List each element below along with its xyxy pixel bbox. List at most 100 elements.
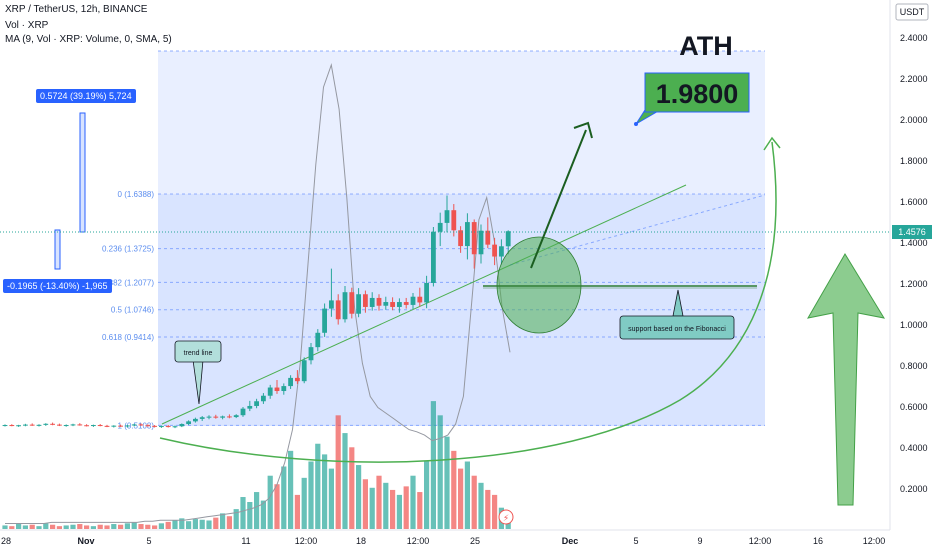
volume-bar (444, 436, 450, 529)
time-tick-label: 12:00 (407, 536, 430, 546)
candle-body (417, 296, 423, 303)
volume-bar (294, 494, 300, 529)
candle-body (349, 292, 355, 314)
volume-bar (138, 524, 144, 529)
candle-body (138, 424, 144, 426)
candle-body (240, 408, 246, 416)
candle-body (186, 421, 191, 425)
volume-bar (301, 477, 307, 529)
fib-level-label: 0.5 (1.0746) (111, 306, 154, 315)
fib-level-label: 1 (0.5103) (118, 421, 155, 430)
header-volume: Vol · XRP (5, 20, 49, 31)
volume-bar (90, 526, 96, 529)
support-callout-box (619, 315, 735, 340)
candle-body (84, 425, 89, 427)
candle-body (247, 405, 253, 409)
candle-body (91, 425, 96, 427)
volume-bar (111, 524, 117, 529)
candle-body (233, 415, 239, 418)
price-tick-label: 1.8000 (900, 156, 928, 166)
time-tick-label: Dec (562, 536, 579, 546)
volume-bar (451, 450, 457, 529)
volume-bar (322, 454, 328, 529)
volume-series (2, 401, 511, 529)
flash-icon[interactable] (498, 509, 514, 525)
candle-body (335, 300, 341, 320)
volume-bar (471, 475, 477, 529)
time-tick-label: 28 (1, 536, 11, 546)
candle-body (499, 246, 504, 257)
volume-bar (131, 522, 137, 529)
candle-body (104, 425, 110, 427)
volume-bar (430, 401, 436, 529)
volume-bar (328, 468, 334, 529)
volume-ma-line (5, 63, 511, 524)
volume-bar (376, 475, 382, 529)
support-label: support based on the Fibonacci (628, 326, 726, 333)
candle-body (397, 302, 402, 307)
volume-bar (281, 466, 287, 529)
candle-body (9, 425, 15, 427)
candle-body (254, 401, 259, 406)
candle-body (478, 230, 484, 255)
candle-body (369, 297, 375, 307)
price-tick-label: 1.4000 (900, 238, 928, 248)
measure-down-label: -0.1965 (-13.40%) -1,965 (3, 279, 112, 293)
volume-bar (396, 494, 402, 529)
fib-level-label: 0.382 (1.2077) (102, 278, 154, 287)
candle-body (451, 210, 457, 231)
price-tick-label: 0.8000 (900, 361, 928, 371)
candle-body (465, 222, 470, 247)
ath-arrow-line (530, 129, 587, 269)
candle-body (431, 231, 436, 283)
projection-curve-head (763, 136, 781, 151)
volume-bar (36, 526, 42, 529)
trend-line-label: trend line (184, 350, 213, 357)
candle-body (505, 231, 511, 247)
ath-price-box (644, 72, 750, 113)
candle-body (29, 424, 35, 426)
candle-body (485, 230, 491, 245)
volume-bar (342, 433, 348, 529)
candle-body (131, 424, 137, 426)
volume-bar (152, 525, 158, 529)
volume-bar (233, 509, 239, 529)
candle-body (458, 230, 463, 247)
fib-level-label: 0 (1.6388) (118, 190, 155, 199)
volume-bar (9, 526, 15, 529)
candle-body (444, 210, 450, 223)
price-tick-label: 0.4000 (900, 443, 928, 453)
candle-body (295, 377, 300, 382)
volume-bar (437, 415, 443, 529)
time-tick-label: 12:00 (295, 536, 318, 546)
time-tick-label: 12:00 (863, 536, 886, 546)
flash-icon-glyph: ⚡ (503, 514, 509, 524)
candle-body (159, 426, 164, 428)
candle-body (36, 424, 42, 426)
candle-body (315, 332, 321, 348)
candle-body (23, 424, 28, 426)
candle-body (70, 424, 76, 426)
volume-bar (247, 502, 253, 529)
candle-body (43, 423, 49, 425)
volume-bar (417, 492, 423, 529)
volume-bar (84, 525, 90, 529)
volume-bar (16, 524, 22, 529)
volume-bar (315, 443, 321, 529)
candle-body (329, 300, 334, 309)
volume-bar (478, 482, 484, 529)
candle-body (383, 302, 389, 306)
candle-body (199, 417, 205, 419)
volume-bar (29, 524, 35, 529)
current-price-tag (892, 225, 932, 239)
candle-body (281, 386, 287, 392)
volume-bar (118, 524, 124, 529)
volume-bar (383, 482, 389, 529)
candle-body (261, 395, 266, 402)
header-symbol: XRP / TetherUS, 12h, BINANCE (5, 4, 148, 15)
time-tick-label: 5 (146, 536, 151, 546)
price-tick-label: 1.2000 (900, 279, 928, 289)
candle-body (145, 425, 151, 427)
ath-price-label: 1.9800 (656, 79, 739, 109)
